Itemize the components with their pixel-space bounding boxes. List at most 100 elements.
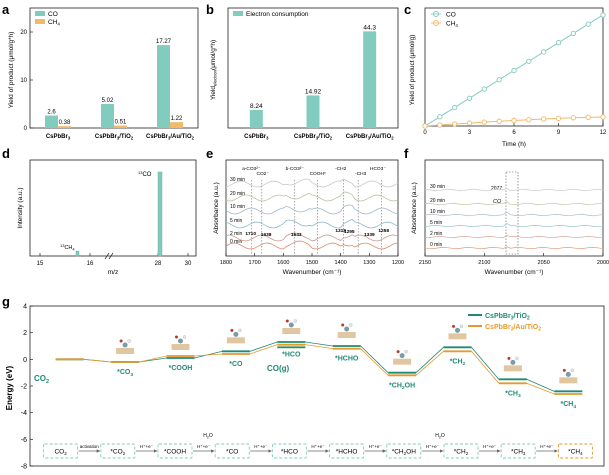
panel-c-legend: CO CH4 xyxy=(431,11,458,29)
xtick-label: 2150 xyxy=(419,260,431,266)
data-point-ch4 xyxy=(526,117,532,123)
data-point-ch4 xyxy=(541,116,547,122)
trace-time-label: 30 min xyxy=(430,184,445,190)
panel-letter-c: c xyxy=(404,2,411,17)
species-label: b-CO3²⁻ xyxy=(286,166,305,172)
peak-bar-13ch4 xyxy=(75,250,80,257)
panel-c-ylabel: Yield of product (μmol/g) xyxy=(409,35,416,106)
data-point-ch4 xyxy=(600,114,606,120)
spectrum-trace xyxy=(225,218,399,229)
adsorbate-structure xyxy=(393,350,412,365)
trace-time-label: 2 min xyxy=(230,231,242,237)
xtick-label: 28 xyxy=(155,261,162,267)
ytick-label: 4 xyxy=(23,304,27,311)
state-label: *CH2 xyxy=(450,358,466,367)
flow-state-label: *COOH xyxy=(164,449,186,456)
adsorbate-structure xyxy=(171,335,190,350)
xtick-label: 30 xyxy=(185,261,192,267)
flow-arrow-label: H⁺+e⁻ xyxy=(197,444,211,449)
panel-letter-e: e xyxy=(206,146,213,161)
energy-connector xyxy=(415,347,444,373)
bar-ch4 xyxy=(170,122,183,128)
ytick-label: -8 xyxy=(21,464,27,471)
bar-co xyxy=(157,45,170,128)
adsorbate-structure xyxy=(503,356,522,372)
category-label: CsPbBr3 xyxy=(46,134,71,141)
data-point-ch4 xyxy=(570,115,576,121)
state-label: *CO3 xyxy=(117,369,133,378)
flow-state-box xyxy=(500,443,536,459)
flow-state-label: *CO xyxy=(226,449,238,456)
data-point-co xyxy=(570,30,576,37)
data-point-co xyxy=(437,114,443,120)
bar-value-label: 44.3 xyxy=(363,24,376,31)
trace-time-label: 2 min xyxy=(430,231,442,237)
bar-value-label: 14.92 xyxy=(305,88,322,95)
ytick-label: 0 xyxy=(24,126,28,132)
energy-connector xyxy=(526,382,555,395)
species-label: a-CO3²⁻ xyxy=(242,166,261,172)
category-label: CsPbBr3/TiO2 xyxy=(294,134,333,141)
data-point-co xyxy=(585,21,591,27)
flow-arrow-label: H⁺+e⁻ xyxy=(369,444,383,449)
peak-wavenumber-label: 1710 xyxy=(245,231,256,237)
panel-e-chart: Absorbance (a.u.) Wavenumber (cm⁻¹) 1800… xyxy=(213,159,404,276)
legend-label-co: CO xyxy=(48,11,58,18)
panel-d-ylabel: Intensity (a.u.) xyxy=(17,187,24,228)
peak-wavenumber-label: 1638 xyxy=(261,232,272,238)
xtick-label: 2100 xyxy=(478,260,490,266)
peak-wavenumber-label: 1295 xyxy=(344,229,355,235)
bar-co xyxy=(101,103,114,128)
legend-swatch-electron xyxy=(233,11,243,16)
energy-connector xyxy=(139,355,167,363)
data-point-ch4 xyxy=(422,123,428,129)
xtick-label: 9 xyxy=(557,130,561,136)
data-point-co xyxy=(496,77,502,83)
panel-a-ylabel: Yield of product (μmol/g*h) xyxy=(8,32,15,109)
ytick-label: 20 xyxy=(20,30,27,36)
flow-arrow-label: H⁺+e⁻ xyxy=(311,444,325,449)
data-point-co xyxy=(481,86,487,92)
flow-state-label: *CH4 xyxy=(568,449,583,457)
trace-time-label: 10 min xyxy=(430,209,445,215)
flow-state-box xyxy=(386,443,422,459)
category-label: CsPbBr3/Au/TiO2 xyxy=(346,134,395,141)
energy-connector xyxy=(305,341,333,347)
data-point-ch4 xyxy=(466,120,473,126)
xtick-label: 3 xyxy=(468,130,472,136)
ytick-label: -4 xyxy=(21,410,27,417)
trace-time-label: 5 min xyxy=(230,218,242,224)
state-label: *CH3 xyxy=(505,390,521,399)
adsorbate-structure xyxy=(559,368,578,384)
flow-state-label: *CH3 xyxy=(511,449,526,457)
ytick-label: 2 xyxy=(23,330,27,337)
xtick-label: 1600 xyxy=(277,260,289,266)
legend-label-ch4: CH4 xyxy=(48,19,60,27)
peak-label-13ch4: 13CH4 xyxy=(60,243,75,252)
xtick-label: 16 xyxy=(87,261,94,267)
ytick-label: -2 xyxy=(21,384,27,391)
data-point-co xyxy=(466,95,473,101)
state-label: *COOH xyxy=(169,365,193,372)
trace-time-label: 20 min xyxy=(430,198,445,204)
legend-label-ch4: CH4 xyxy=(446,21,458,29)
bar-co xyxy=(45,115,58,128)
state-label: *HCHO xyxy=(335,356,359,363)
spectrum-trace xyxy=(424,234,603,239)
spectrum-trace xyxy=(225,232,399,242)
species-label: COOH* xyxy=(310,171,326,177)
flow-state-label: *HCO xyxy=(281,449,298,456)
peak-wavenumber-label: 1258 xyxy=(378,228,389,234)
data-point-co xyxy=(600,12,606,18)
spectrum-trace xyxy=(424,201,604,206)
legend-label-electron: Electron consumption xyxy=(246,11,309,18)
data-point-ch4 xyxy=(481,119,487,125)
xtick-label: 0 xyxy=(423,130,427,136)
bar-value-label: 1.22 xyxy=(171,116,183,122)
peak-wavenumber-label: 1319 xyxy=(335,228,346,234)
trace-time-label: 30 min xyxy=(230,177,245,183)
data-point-ch4 xyxy=(452,121,458,127)
species-label: HCO3⁻ xyxy=(370,166,386,172)
branch-label-h2o: H2O xyxy=(435,433,445,439)
